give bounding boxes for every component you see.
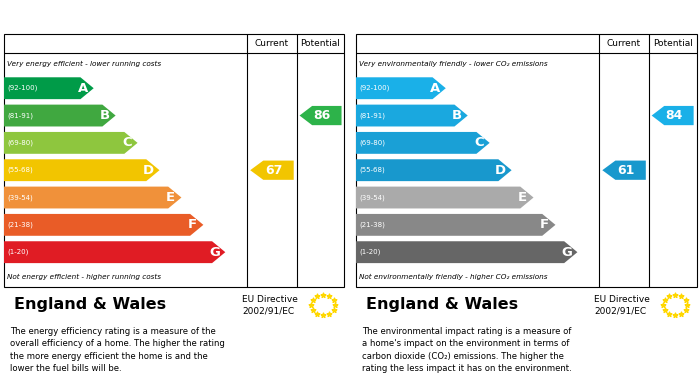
Point bbox=[312, 310, 323, 317]
Polygon shape bbox=[356, 214, 556, 236]
Text: F: F bbox=[188, 218, 197, 231]
Point bbox=[307, 307, 318, 313]
Polygon shape bbox=[4, 77, 94, 99]
Point bbox=[682, 302, 693, 308]
Text: EU Directive
2002/91/EC: EU Directive 2002/91/EC bbox=[594, 294, 650, 316]
Polygon shape bbox=[356, 159, 512, 181]
Text: D: D bbox=[143, 164, 154, 177]
Polygon shape bbox=[356, 241, 578, 263]
Text: 84: 84 bbox=[666, 109, 683, 122]
Text: Very energy efficient - lower running costs: Very energy efficient - lower running co… bbox=[7, 61, 161, 67]
Point bbox=[664, 293, 675, 300]
Point bbox=[312, 293, 323, 300]
Text: 86: 86 bbox=[314, 109, 331, 122]
Text: E: E bbox=[166, 191, 175, 204]
Polygon shape bbox=[652, 106, 694, 125]
Text: Potential: Potential bbox=[300, 39, 340, 48]
Text: C: C bbox=[122, 136, 132, 149]
Text: A: A bbox=[78, 82, 88, 95]
Point bbox=[307, 297, 318, 303]
Text: Very environmentally friendly - lower CO₂ emissions: Very environmentally friendly - lower CO… bbox=[359, 61, 547, 67]
Text: G: G bbox=[209, 246, 220, 259]
Text: (1-20): (1-20) bbox=[7, 249, 28, 255]
Text: (55-68): (55-68) bbox=[7, 167, 33, 174]
Text: Current: Current bbox=[255, 39, 289, 48]
Polygon shape bbox=[4, 132, 138, 154]
Point bbox=[323, 310, 335, 317]
Text: (1-20): (1-20) bbox=[359, 249, 380, 255]
Polygon shape bbox=[4, 105, 116, 126]
Point bbox=[328, 297, 339, 303]
Text: England & Wales: England & Wales bbox=[366, 298, 518, 312]
Point bbox=[330, 302, 341, 308]
Text: C: C bbox=[474, 136, 484, 149]
Text: (21-38): (21-38) bbox=[359, 222, 385, 228]
Polygon shape bbox=[4, 214, 204, 236]
Polygon shape bbox=[4, 241, 225, 263]
Text: A: A bbox=[430, 82, 440, 95]
Text: E: E bbox=[518, 191, 527, 204]
Text: Environmental Impact (CO₂) Rating: Environmental Impact (CO₂) Rating bbox=[366, 13, 628, 27]
Polygon shape bbox=[356, 77, 446, 99]
Text: F: F bbox=[540, 218, 550, 231]
Text: Not environmentally friendly - higher CO₂ emissions: Not environmentally friendly - higher CO… bbox=[359, 274, 547, 280]
Text: (81-91): (81-91) bbox=[359, 112, 385, 119]
Text: (69-80): (69-80) bbox=[359, 140, 385, 146]
Point bbox=[328, 307, 339, 313]
Text: Potential: Potential bbox=[652, 39, 692, 48]
Polygon shape bbox=[356, 187, 533, 208]
Point bbox=[676, 310, 687, 317]
Point bbox=[670, 312, 681, 318]
Polygon shape bbox=[356, 105, 468, 126]
Text: 67: 67 bbox=[265, 164, 282, 177]
Polygon shape bbox=[4, 159, 160, 181]
Text: Energy Efficiency Rating: Energy Efficiency Rating bbox=[14, 13, 197, 27]
Text: (55-68): (55-68) bbox=[359, 167, 385, 174]
Text: D: D bbox=[495, 164, 506, 177]
Point bbox=[318, 312, 329, 318]
Point bbox=[318, 292, 329, 298]
Text: The energy efficiency rating is a measure of the
overall efficiency of a home. T: The energy efficiency rating is a measur… bbox=[10, 327, 225, 373]
Text: (92-100): (92-100) bbox=[359, 85, 389, 91]
Text: G: G bbox=[561, 246, 572, 259]
Point bbox=[664, 310, 675, 317]
Text: (92-100): (92-100) bbox=[7, 85, 37, 91]
Point bbox=[670, 292, 681, 298]
Text: 61: 61 bbox=[617, 164, 634, 177]
Point bbox=[659, 307, 671, 313]
Point bbox=[305, 302, 316, 308]
Text: EU Directive
2002/91/EC: EU Directive 2002/91/EC bbox=[242, 294, 298, 316]
Polygon shape bbox=[4, 187, 181, 208]
Point bbox=[657, 302, 668, 308]
Polygon shape bbox=[250, 161, 294, 180]
Text: (81-91): (81-91) bbox=[7, 112, 33, 119]
Text: B: B bbox=[99, 109, 110, 122]
Point bbox=[680, 297, 692, 303]
Point bbox=[680, 307, 692, 313]
Polygon shape bbox=[602, 161, 646, 180]
Text: B: B bbox=[452, 109, 462, 122]
Polygon shape bbox=[300, 106, 342, 125]
Text: Not energy efficient - higher running costs: Not energy efficient - higher running co… bbox=[7, 274, 161, 280]
Polygon shape bbox=[356, 132, 490, 154]
Text: (21-38): (21-38) bbox=[7, 222, 33, 228]
Text: The environmental impact rating is a measure of
a home's impact on the environme: The environmental impact rating is a mea… bbox=[363, 327, 572, 373]
Text: (39-54): (39-54) bbox=[359, 194, 385, 201]
Point bbox=[323, 293, 335, 300]
Text: (69-80): (69-80) bbox=[7, 140, 33, 146]
Point bbox=[659, 297, 671, 303]
Text: (39-54): (39-54) bbox=[7, 194, 33, 201]
Text: Current: Current bbox=[607, 39, 641, 48]
Point bbox=[676, 293, 687, 300]
Text: England & Wales: England & Wales bbox=[14, 298, 166, 312]
